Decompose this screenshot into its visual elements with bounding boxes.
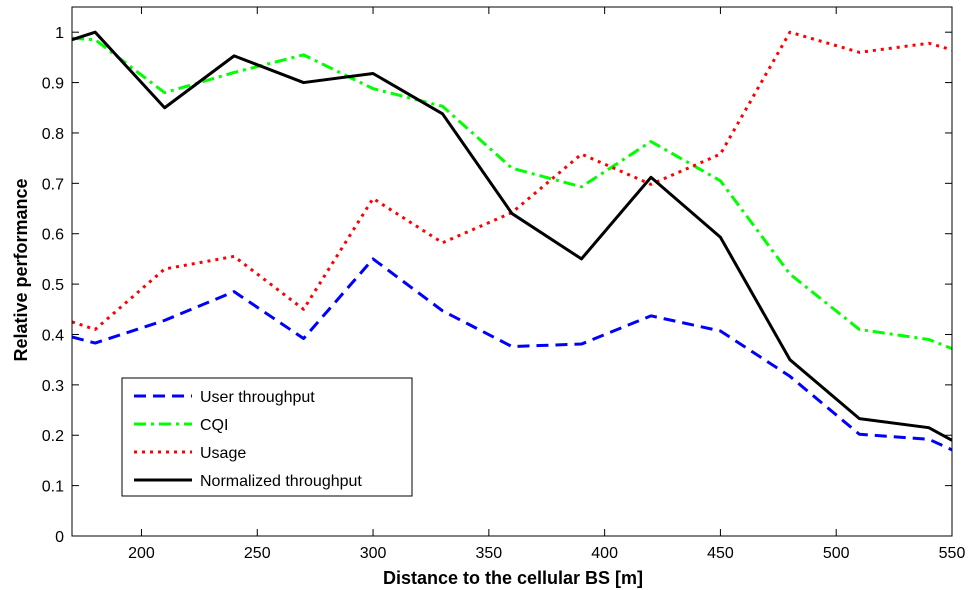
x-axis-title: Distance to the cellular BS [m] bbox=[383, 568, 643, 588]
x-tick-label: 300 bbox=[360, 545, 387, 562]
plot-frame bbox=[71, 6, 953, 537]
y-tick-label: 1 bbox=[55, 25, 64, 42]
legend-label: CQI bbox=[200, 417, 228, 434]
y-tick-label: 0.8 bbox=[42, 126, 64, 143]
y-tick-label: 0.5 bbox=[42, 277, 64, 294]
x-tick-label: 500 bbox=[823, 545, 850, 562]
x-tick-label: 450 bbox=[707, 545, 734, 562]
series-line-usage bbox=[72, 30, 952, 331]
y-tick-label: 0.6 bbox=[42, 227, 64, 244]
legend-label: Normalized throughput bbox=[200, 473, 362, 490]
y-tick-label: 0.2 bbox=[42, 428, 64, 445]
y-tick-label: 0.7 bbox=[42, 176, 64, 193]
legend-label: Usage bbox=[200, 445, 246, 462]
legend-label: User throughput bbox=[200, 389, 315, 406]
x-tick-label: 350 bbox=[475, 545, 502, 562]
plot-area bbox=[72, 30, 952, 452]
y-tick-label: 0.1 bbox=[42, 479, 64, 496]
x-tick-label: 400 bbox=[591, 545, 618, 562]
legend-box bbox=[121, 377, 413, 497]
y-tick-label: 0 bbox=[55, 529, 64, 546]
y-tick-label: 0.4 bbox=[42, 327, 64, 344]
x-tick-label: 550 bbox=[939, 545, 966, 562]
y-tick-label: 0.9 bbox=[42, 76, 64, 93]
series-line-cqi bbox=[72, 36, 952, 350]
y-axis-title: Relative performance bbox=[11, 178, 31, 361]
axes: 200 250 300 350 400 450 500 550 0 0.1 0.2 0.3 0.4 0.5… bbox=[42, 6, 966, 562]
x-tick-label: 250 bbox=[244, 545, 271, 562]
series-line-user-throughput bbox=[72, 257, 952, 452]
y-tick-label: 0.3 bbox=[42, 378, 64, 395]
legend: User throughput CQI Usage Normalized throug… bbox=[121, 377, 413, 497]
x-tick-label: 200 bbox=[128, 545, 155, 562]
series-line-normalized-throughput bbox=[72, 30, 952, 442]
